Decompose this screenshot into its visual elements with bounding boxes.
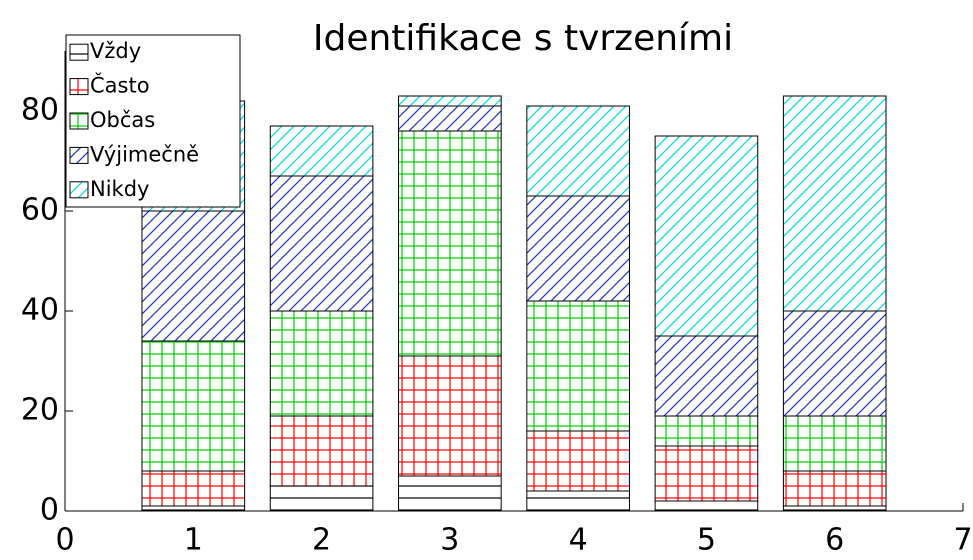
bar-segment bbox=[141, 470, 246, 507]
x-tick-label: 3 bbox=[440, 523, 459, 558]
x-tick-label: 4 bbox=[569, 523, 588, 558]
legend-box bbox=[65, 34, 241, 208]
legend-swatch bbox=[69, 78, 89, 96]
bar-segment bbox=[526, 195, 630, 302]
legend-swatch bbox=[69, 43, 89, 61]
legend-label: Nikdy bbox=[90, 177, 149, 201]
bar-segment bbox=[782, 415, 887, 472]
legend: Vždy Často Občas Výjimečně Nikdy bbox=[65, 34, 241, 208]
legend-label: Občas bbox=[90, 108, 155, 132]
x-tick-label: 7 bbox=[953, 523, 972, 558]
bar-segment bbox=[526, 430, 630, 492]
x-tick-label: 1 bbox=[184, 523, 203, 558]
bar-segment bbox=[654, 335, 759, 417]
bar-segment bbox=[654, 135, 759, 337]
y-tick-label: 20 bbox=[21, 393, 59, 428]
bar-segment bbox=[269, 415, 374, 487]
y-tick-label: 60 bbox=[21, 193, 59, 228]
y-tick-label: 80 bbox=[21, 93, 59, 128]
bar-segment bbox=[654, 500, 759, 512]
bar-segment bbox=[782, 95, 887, 312]
legend-swatch bbox=[69, 146, 89, 164]
bar-segment bbox=[782, 505, 887, 512]
bar-segment bbox=[398, 130, 502, 357]
x-tick-label: 6 bbox=[825, 523, 844, 558]
bar-segment bbox=[398, 95, 502, 107]
bar-segment bbox=[782, 310, 887, 417]
bar-segment bbox=[526, 490, 630, 512]
bar-segment bbox=[398, 105, 502, 132]
bar-segment bbox=[654, 415, 759, 447]
bar-segment bbox=[141, 340, 246, 472]
bar-segment bbox=[398, 355, 502, 477]
legend-label: Vždy bbox=[90, 39, 141, 63]
bar-segment bbox=[269, 175, 374, 312]
bar-segment bbox=[526, 105, 630, 197]
bar-segment bbox=[269, 485, 374, 512]
bar-segment bbox=[782, 470, 887, 507]
bar-segment bbox=[398, 475, 502, 512]
x-tick-label: 2 bbox=[312, 523, 331, 558]
legend-label: Výjimečně bbox=[90, 142, 199, 166]
x-tick-label: 5 bbox=[697, 523, 716, 558]
bar-segment bbox=[269, 310, 374, 417]
x-tick-label: 0 bbox=[55, 523, 74, 558]
chart-title: Identifikace s tvrzeními bbox=[313, 18, 733, 59]
bar-segment bbox=[654, 445, 759, 502]
bar-segment bbox=[141, 210, 246, 342]
y-tick-label: 0 bbox=[40, 493, 59, 528]
y-tick-label: 40 bbox=[21, 293, 59, 328]
legend-swatch bbox=[69, 112, 89, 130]
bar-segment bbox=[269, 125, 374, 177]
bar-segment bbox=[526, 300, 630, 432]
legend-swatch bbox=[69, 181, 89, 199]
legend-label: Často bbox=[90, 73, 150, 98]
bar-segment bbox=[141, 505, 246, 512]
